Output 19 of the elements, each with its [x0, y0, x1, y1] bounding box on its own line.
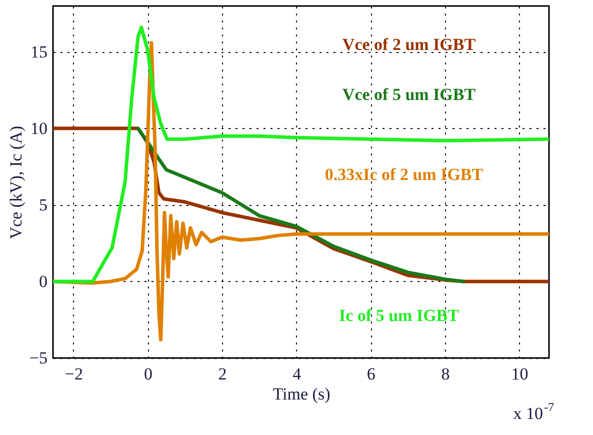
y-tick-label: 10 [30, 118, 48, 138]
line-series [53, 26, 549, 284]
x-tick-label: 10 [511, 364, 528, 384]
text: Ic of 5 um IGBT [339, 306, 460, 325]
x-tick-label: 2 [218, 364, 227, 384]
x-tick-label: −2 [64, 364, 83, 384]
x-axis-title: Time (s) [272, 384, 330, 404]
x-tick-label: 4 [292, 364, 302, 384]
x-tick-label: 6 [366, 364, 376, 384]
y-tick-label: 0 [39, 272, 48, 291]
y-tick-label: 5 [39, 195, 48, 214]
y-axis-title: Vce (kV), Ic (A) [6, 126, 26, 240]
y-tick-label: −5 [29, 348, 48, 368]
text: Vce of 5 um IGBT [342, 85, 476, 104]
x-tick-label: 8 [441, 364, 450, 384]
text: 0.33xIc of 2 um IGBT [324, 165, 484, 184]
y-tick-label: 15 [30, 42, 48, 62]
text: Vce of 2 um IGBT [342, 35, 476, 54]
x-tick-label: 0 [144, 364, 152, 384]
